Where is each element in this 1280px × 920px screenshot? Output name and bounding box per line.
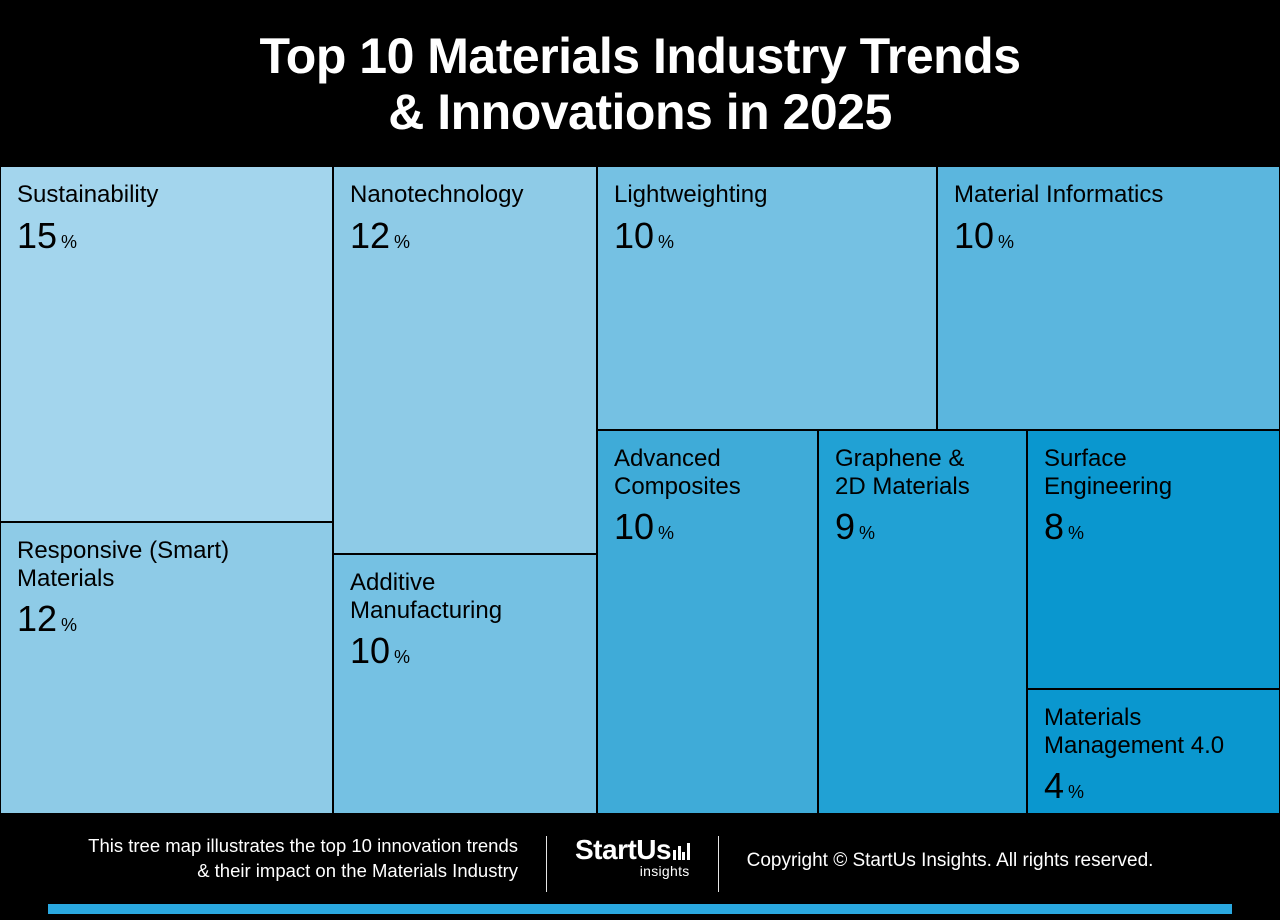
header: Top 10 Materials Industry Trends & Innov… [0, 0, 1280, 166]
cell-value: 9 [835, 506, 855, 548]
cell-value-row: 9% [835, 506, 1010, 548]
cell-label: AdditiveManufacturing [350, 569, 580, 624]
accent-strip [48, 904, 1232, 914]
treemap-cell-material-informatics: Material Informatics 10% [937, 166, 1280, 430]
cell-label: Lightweighting [614, 181, 920, 209]
brand-logo: StartUs insights [575, 834, 690, 881]
cell-label: SurfaceEngineering [1044, 445, 1263, 500]
copyright-text: Copyright © StartUs Insights. All rights… [747, 834, 1232, 872]
cell-value: 10 [614, 215, 654, 257]
treemap-cell-surface-eng: SurfaceEngineering 8% [1027, 430, 1280, 689]
treemap-cell-advanced-composites: AdvancedComposites 10% [597, 430, 818, 814]
footer-divider [546, 836, 547, 892]
cell-label: Material Informatics [954, 181, 1263, 209]
cell-value-row: 15% [17, 215, 316, 257]
treemap-cell-lightweighting: Lightweighting 10% [597, 166, 937, 430]
cell-label: Nanotechnology [350, 181, 580, 209]
cell-unit: % [394, 232, 410, 253]
cell-unit: % [61, 615, 77, 636]
cell-value-row: 12% [17, 598, 316, 640]
page-title: Top 10 Materials Industry Trends & Innov… [40, 28, 1240, 140]
title-line-1: Top 10 Materials Industry Trends [259, 28, 1020, 84]
caption-line-2: & their impact on the Materials Industry [197, 860, 518, 881]
treemap-cell-responsive-smart: Responsive (Smart)Materials 12% [0, 522, 333, 814]
cell-label: AdvancedComposites [614, 445, 801, 500]
cell-value: 12 [350, 215, 390, 257]
logo-subtext: insights [640, 864, 690, 878]
treemap-cell-graphene-2d: Graphene &2D Materials 9% [818, 430, 1027, 814]
cell-value: 10 [614, 506, 654, 548]
title-line-2: & Innovations in 2025 [388, 84, 892, 140]
cell-value: 12 [17, 598, 57, 640]
footer-caption: This tree map illustrates the top 10 inn… [48, 834, 518, 884]
cell-unit: % [658, 523, 674, 544]
treemap-cell-materials-mgmt-40: MaterialsManagement 4.0 4% [1027, 689, 1280, 814]
cell-value-row: 10% [954, 215, 1263, 257]
logo-stack: StartUs insights [575, 836, 690, 881]
cell-value: 4 [1044, 765, 1064, 807]
cell-label: Responsive (Smart)Materials [17, 537, 316, 592]
treemap-cell-additive-mfg: AdditiveManufacturing 10% [333, 554, 597, 814]
cell-label: MaterialsManagement 4.0 [1044, 704, 1263, 759]
infographic-frame: Top 10 Materials Industry Trends & Innov… [0, 0, 1280, 920]
cell-label: Sustainability [17, 181, 316, 209]
cell-value-row: 4% [1044, 765, 1263, 807]
treemap-cell-nanotechnology: Nanotechnology 12% [333, 166, 597, 554]
cell-value-row: 12% [350, 215, 580, 257]
cell-unit: % [1068, 523, 1084, 544]
cell-unit: % [61, 232, 77, 253]
cell-value: 15 [17, 215, 57, 257]
cell-value: 10 [350, 630, 390, 672]
cell-label: Graphene &2D Materials [835, 445, 1010, 500]
cell-unit: % [998, 232, 1014, 253]
cell-unit: % [1068, 782, 1084, 803]
cell-value: 10 [954, 215, 994, 257]
cell-value-row: 10% [614, 215, 920, 257]
cell-value-row: 10% [614, 506, 801, 548]
cell-unit: % [658, 232, 674, 253]
caption-line-1: This tree map illustrates the top 10 inn… [88, 835, 518, 856]
cell-value: 8 [1044, 506, 1064, 548]
logo-wordmark: StartUs [575, 836, 671, 864]
treemap-cell-sustainability: Sustainability 15% [0, 166, 333, 522]
cell-unit: % [394, 647, 410, 668]
footer-divider-2 [718, 836, 719, 892]
treemap-chart: Sustainability15%Responsive (Smart)Mater… [0, 166, 1280, 814]
cell-value-row: 10% [350, 630, 580, 672]
cell-value-row: 8% [1044, 506, 1263, 548]
cell-unit: % [859, 523, 875, 544]
bars-icon [673, 843, 690, 860]
